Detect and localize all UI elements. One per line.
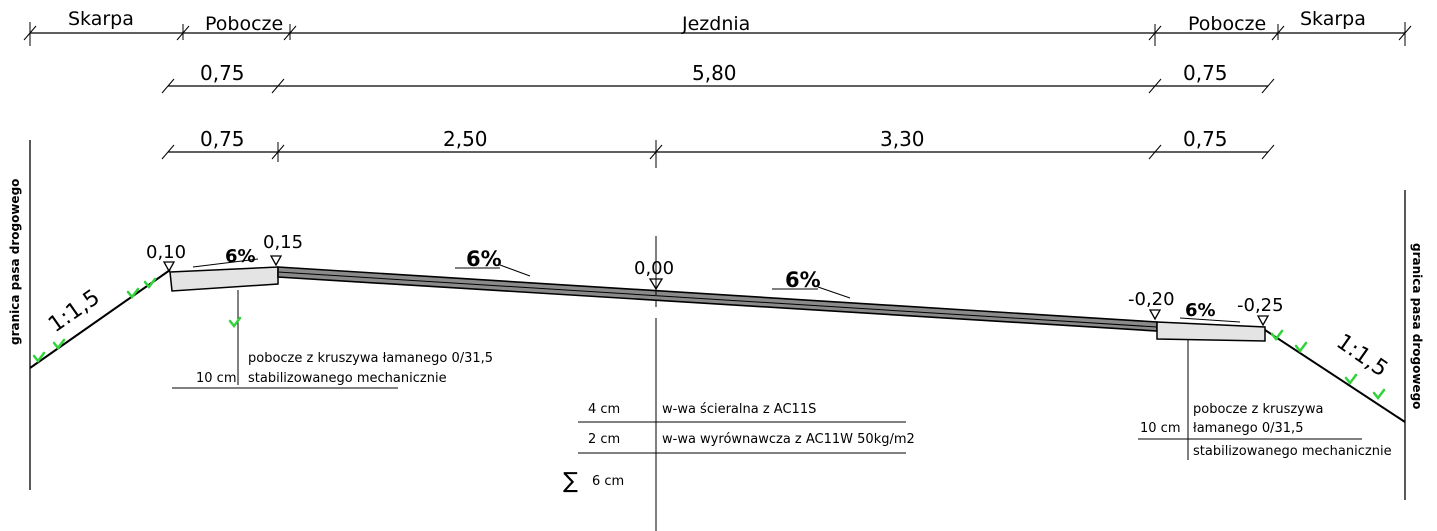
elev-right-edge: -0,20 [1128,289,1175,310]
layer-2-thickness: 2 cm [588,432,620,447]
tick-slash [23,25,37,41]
boundary-left: granica pasa drogowego [8,140,31,490]
grass-icon [1344,373,1358,386]
shoulder-right: 6% -0,20 -0,25 [1128,289,1284,460]
dim-left-shoulder-2: 0,75 [200,127,245,151]
elevation-marker-icon [648,278,664,291]
tick-slash [1261,144,1275,160]
dim-carriageway: 5,80 [692,61,737,85]
slope-line-right [1264,329,1406,423]
slope-left: 1:1,5 [29,269,171,369]
elevation-marker-icon [1256,315,1270,327]
slope-ratio-left: 1:1,5 [44,285,105,338]
note-right-shoulder: pobocze z kruszywa 10 cm łamanego 0/31,5… [1138,402,1392,459]
grade-arrow [499,264,531,277]
note-right-line2: łamanego 0/31,5 [1193,421,1303,436]
grade-arrow [1179,317,1241,323]
grass-icon [1372,388,1386,401]
grade-arrow [817,286,851,299]
slope-ratio-right: 1:1,5 [1332,329,1393,382]
tick-slash [1148,144,1162,160]
label-pobocze-right: Pobocze [1188,13,1266,35]
tick-slash [1261,78,1275,94]
dim-right-shoulder: 0,75 [1183,61,1228,85]
grade-arrow [192,258,259,268]
grass-icon [1294,341,1308,354]
shoulder-left: 6% 0,10 0,15 [146,232,303,385]
section-labels: Skarpa Pobocze Jezdnia Pobocze Skarpa [23,8,1412,46]
shoulder-left-body [169,266,279,292]
grade-road-left: 6% [466,247,502,271]
boundary-right: granica pasa drogowego [1404,190,1424,500]
tick-slash [1398,25,1412,41]
tick-slash [1271,25,1285,41]
tick-slash [161,144,175,160]
layer-1-description: w-wa ścieralna z AC11S [662,402,816,417]
elevation-marker-icon [1148,309,1162,321]
tick-slash [271,78,285,94]
elevation-marker-icon [162,261,176,273]
elev-axis: 0,00 [634,258,674,279]
label-pobocze-left: Pobocze [205,13,283,35]
note-right-line1: pobocze z kruszywa [1193,402,1323,417]
dimension-row-1: 0,75 5,80 0,75 [161,61,1275,94]
grass-icon [32,351,46,364]
tick-slash [161,78,175,94]
grass-icon [126,287,140,300]
tick-slash [1148,78,1162,94]
elev-right-outer: -0,25 [1237,295,1284,316]
label-skarpa-right: Skarpa [1300,8,1366,30]
note-left-shoulder: pobocze z kruszywa łamanego 0/31,5 10 cm… [172,351,493,389]
sum-symbol: ∑ [563,469,578,494]
grass-icon [143,277,157,290]
layer-2-description: w-wa wyrównawcza z AC11W 50kg/m2 [662,432,915,447]
tick-slash [283,25,297,41]
grade-shoulder-right: 6% [1185,300,1216,321]
layer-1-thickness: 4 cm [588,402,620,417]
dim-left-lane: 2,50 [443,127,488,151]
note-layers: 4 cm w-wa ścieralna z AC11S 2 cm w-wa wy… [563,402,915,494]
grass-icon [1270,329,1284,342]
grass-icon [52,338,66,351]
layers-total: 6 cm [592,474,624,489]
boundary-label-right: granica pasa drogowego [1410,243,1424,409]
label-jezdnia: Jezdnia [681,13,750,35]
grass-icon [228,316,242,329]
elev-left-edge: 0,15 [263,232,303,253]
dim-left-shoulder: 0,75 [200,61,245,85]
note-right-thickness: 10 cm [1140,421,1181,436]
tick-slash [176,25,190,41]
layer-boundary [277,271,1158,328]
elevation-marker-icon [269,255,283,267]
shoulder-right-body [1156,321,1266,342]
tick-slash [1148,25,1162,41]
dimension-row-2: 0,75 2,50 3,30 0,75 [161,127,1275,168]
note-left-line1: pobocze z kruszywa łamanego 0/31,5 [248,351,493,366]
note-left-thickness: 10 cm [196,371,237,386]
dim-right-lane: 3,30 [880,127,925,151]
dim-right-shoulder-2: 0,75 [1183,127,1228,151]
note-right-line3: stabilizowanego mechanicznie [1193,444,1392,459]
note-left-line2: stabilizowanego mechanicznie [248,371,447,386]
boundary-label-left: granica pasa drogowego [8,179,22,345]
slope-line-left [29,269,171,369]
grade-shoulder-left: 6% [225,246,256,267]
grade-road-right: 6% [785,268,821,292]
label-skarpa-left: Skarpa [68,8,134,30]
elev-left-outer: 0,10 [146,242,186,263]
